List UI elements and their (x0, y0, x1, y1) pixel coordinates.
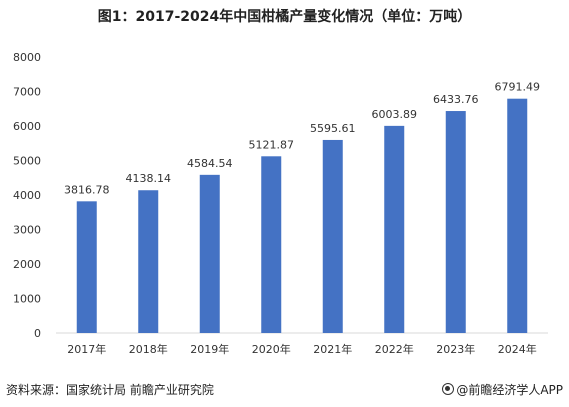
bar-value-label: 5595.61 (310, 122, 356, 135)
brand-watermark-label: @前瞻经济学人APP (442, 381, 563, 398)
y-tick-label: 2000 (13, 258, 41, 271)
x-tick-label: 2023年 (436, 342, 475, 356)
bar-value-label: 6791.49 (495, 81, 541, 94)
y-tick-label: 6000 (13, 120, 41, 133)
bar-value-label: 6433.76 (433, 93, 479, 106)
bar-value-label: 4138.14 (126, 172, 172, 185)
x-tick-label: 2020年 (252, 342, 291, 356)
bar-value-label: 4584.54 (187, 157, 233, 170)
y-tick-label: 5000 (13, 155, 41, 168)
chart-title: 图1：2017-2024年中国柑橘产量变化情况（单位：万吨） (97, 9, 472, 25)
x-tick-label: 2022年 (375, 342, 414, 356)
y-tick-label: 3000 (13, 224, 41, 237)
bar-value-label: 6003.89 (372, 108, 418, 121)
y-tick-label: 8000 (13, 51, 41, 64)
bar (445, 111, 466, 333)
y-tick-label: 0 (34, 327, 41, 340)
data-source-note: 资料来源：国家统计局 前瞻产业研究院 (6, 383, 214, 397)
x-tick-label: 2018年 (129, 342, 168, 356)
y-tick-label: 4000 (13, 189, 41, 202)
y-tick-label: 1000 (13, 293, 41, 306)
bar (261, 156, 282, 333)
x-tick-label: 2024年 (498, 342, 537, 356)
bar-value-label: 3816.78 (64, 183, 110, 196)
bar (199, 174, 220, 333)
x-tick-label: 2019年 (190, 342, 229, 356)
bar (76, 201, 97, 333)
bar (507, 98, 528, 333)
y-tick-label: 7000 (13, 86, 41, 99)
bar (384, 125, 405, 334)
brand-label: @前瞻经济学人APP (456, 383, 563, 397)
x-tick-label: 2017年 (67, 342, 106, 356)
brand-logo-icon (442, 383, 455, 395)
bar (138, 190, 159, 333)
x-tick-label: 2021年 (313, 342, 352, 356)
bar-value-label: 5121.87 (249, 138, 295, 151)
bar (322, 139, 343, 333)
